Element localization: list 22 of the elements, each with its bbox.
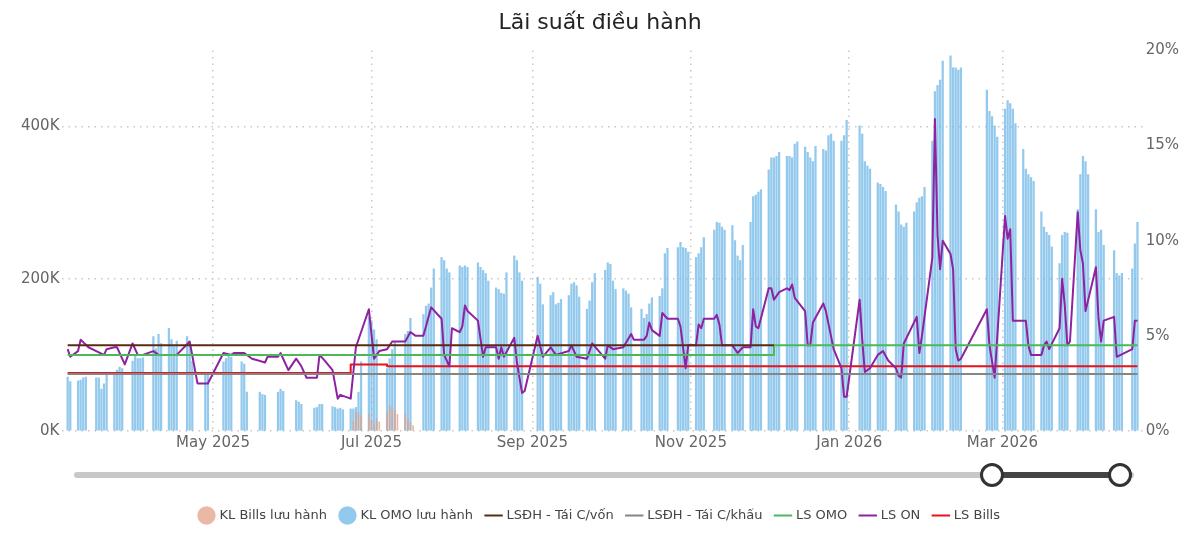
x-tick-label: May 2025 <box>176 432 251 451</box>
legend-label: KL OMO lưu hành <box>360 506 474 522</box>
y-tick-label: 0K <box>40 420 61 439</box>
legend-label: KL Bills lưu hành <box>219 506 327 522</box>
legend-label: LSĐH - Tái C/vốn <box>506 506 614 522</box>
legend-label: LS ON <box>880 506 921 522</box>
x-tick-label: Jul 2025 <box>339 432 402 451</box>
y2-tick-label: 5% <box>1145 325 1170 344</box>
x-tick-label: Mar 2026 <box>966 432 1039 451</box>
y-tick-label: 400K <box>21 116 61 135</box>
y2-tick-label: 10% <box>1145 230 1179 249</box>
legend-label: LS OMO <box>795 506 848 522</box>
y-tick-label: 200K <box>21 268 61 287</box>
x-tick-label: Nov 2025 <box>654 432 727 451</box>
y2-tick-label: 15% <box>1145 135 1179 154</box>
x-tick-label: Jan 2026 <box>815 432 883 451</box>
chart-title: Lãi suất điều hành <box>498 8 702 34</box>
legend-label: LSĐH - Tái C/khấu <box>647 506 763 522</box>
y2-tick-label: 0% <box>1145 420 1170 439</box>
y2-tick-label: 20% <box>1145 40 1179 59</box>
x-tick-label: Sep 2025 <box>496 432 569 451</box>
legend-label: LS Bills <box>953 506 1001 522</box>
